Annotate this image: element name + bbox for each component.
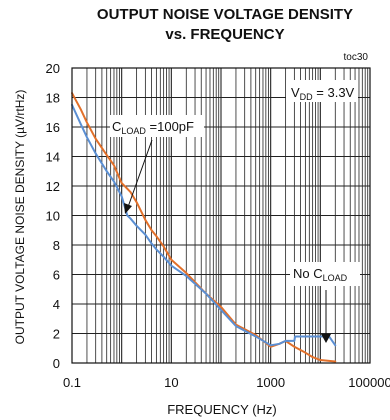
y-tick-label: 8 (53, 238, 60, 253)
cload-label: CLOAD =100pF (112, 119, 194, 136)
nocload-label-main: No C (293, 266, 323, 281)
tick-labels: 0 2 4 6 8 10 12 14 16 18 20 0.1 10 1000 100000 (46, 61, 390, 390)
nocload-label-background (290, 262, 360, 286)
y-tick-label: 0 (53, 356, 60, 371)
vdd-label-main: V (291, 85, 300, 100)
y-tick-label: 12 (46, 179, 60, 194)
nocload-label-sub: LOAD (323, 273, 348, 283)
y-tick-label: 2 (53, 327, 60, 342)
x-tick-label: 0.1 (63, 375, 81, 390)
grid (72, 68, 370, 363)
chart-title-line2: vs. FREQUENCY (165, 26, 285, 43)
y-tick-label: 6 (53, 268, 60, 283)
cload-label-rest: =100pF (146, 119, 194, 134)
y-tick-label: 14 (46, 150, 60, 165)
vdd-label: VDD = 3.3V (291, 85, 355, 102)
y-tick-label: 18 (46, 91, 60, 106)
y-tick-label: 20 (46, 61, 60, 76)
series-line-2 (71, 103, 337, 347)
x-axis-label: FREQUENCY (Hz) (167, 402, 277, 417)
vdd-label-rest: = 3.3V (313, 85, 355, 100)
series-line-1 (71, 92, 337, 363)
cload-label-background (110, 115, 204, 137)
x-tick-label: 100000 (348, 375, 390, 390)
cload-label-sub: LOAD (121, 126, 146, 136)
plot-frame (71, 67, 371, 364)
vdd-label-sub: DD (300, 92, 313, 102)
y-axis-label: OUTPUT VOLTAGE NOISE DENSITY (µV/rtHz) (13, 90, 27, 345)
cload-label-main: C (112, 119, 121, 134)
nocload-label: No CLOAD (293, 266, 348, 283)
y-tick-label: 4 (53, 297, 60, 312)
vdd-label-background (286, 80, 358, 102)
y-tick-label: 10 (46, 209, 60, 224)
series-layer (71, 92, 337, 363)
x-tick-label: 10 (164, 375, 178, 390)
y-tick-label: 16 (46, 120, 60, 135)
cload-pointer-arrowhead (124, 203, 132, 214)
chart-tag: toc30 (344, 52, 369, 63)
cload-pointer-line (127, 139, 153, 208)
x-tick-label: 1000 (256, 375, 285, 390)
chart-title-line1: OUTPUT NOISE VOLTAGE DENSITY (96, 6, 354, 23)
nocload-pointer-arrowhead (321, 334, 331, 343)
